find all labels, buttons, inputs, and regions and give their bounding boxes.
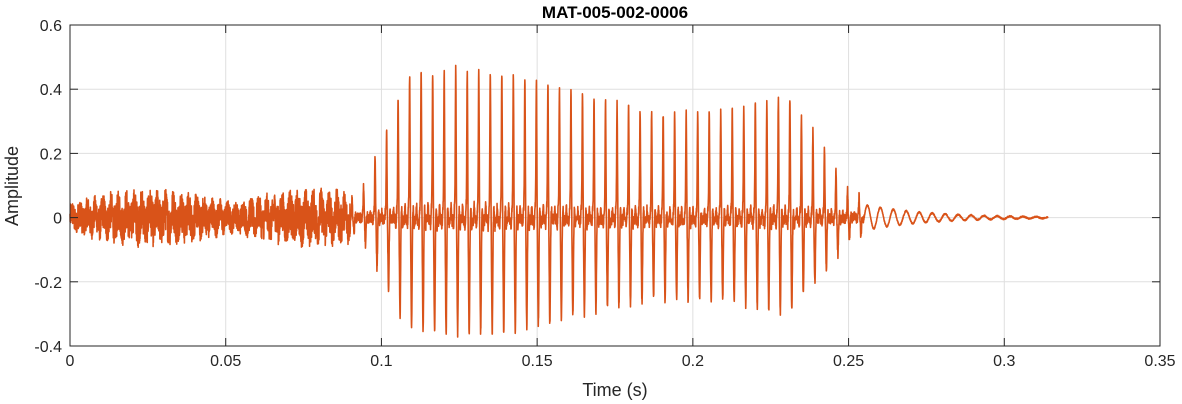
x-tick-label: 0.25 — [833, 353, 864, 370]
x-tick-label: 0.05 — [210, 353, 241, 370]
x-tick-label: 0.3 — [993, 353, 1015, 370]
x-tick-label: 0.15 — [522, 353, 553, 370]
y-tick-label: -0.2 — [34, 275, 62, 292]
x-axis-label: Time (s) — [582, 380, 647, 400]
y-axis-label: Amplitude — [2, 146, 22, 226]
y-tick-label: 0.6 — [40, 18, 62, 35]
x-tick-label: 0.2 — [682, 353, 704, 370]
x-tick-label: 0.35 — [1144, 353, 1175, 370]
x-axis-ticks: 0 0.05 0.1 0.15 0.2 0.25 0.3 0.35 — [66, 25, 1176, 370]
y-tick-label: 0.2 — [40, 146, 62, 163]
y-tick-label: 0 — [53, 211, 62, 228]
y-tick-label: -0.4 — [34, 339, 62, 356]
plot-area — [70, 25, 1160, 346]
signal-line — [69, 64, 1049, 338]
x-tick-label: 0.1 — [370, 353, 392, 370]
y-tick-label: 0.4 — [40, 82, 62, 99]
y-axis-ticks: -0.4 -0.2 0 0.2 0.4 0.6 — [34, 18, 1160, 356]
axes-box — [69, 24, 1161, 347]
x-tick-label: 0 — [66, 353, 75, 370]
chart-title: MAT-005-002-0006 — [542, 3, 688, 22]
